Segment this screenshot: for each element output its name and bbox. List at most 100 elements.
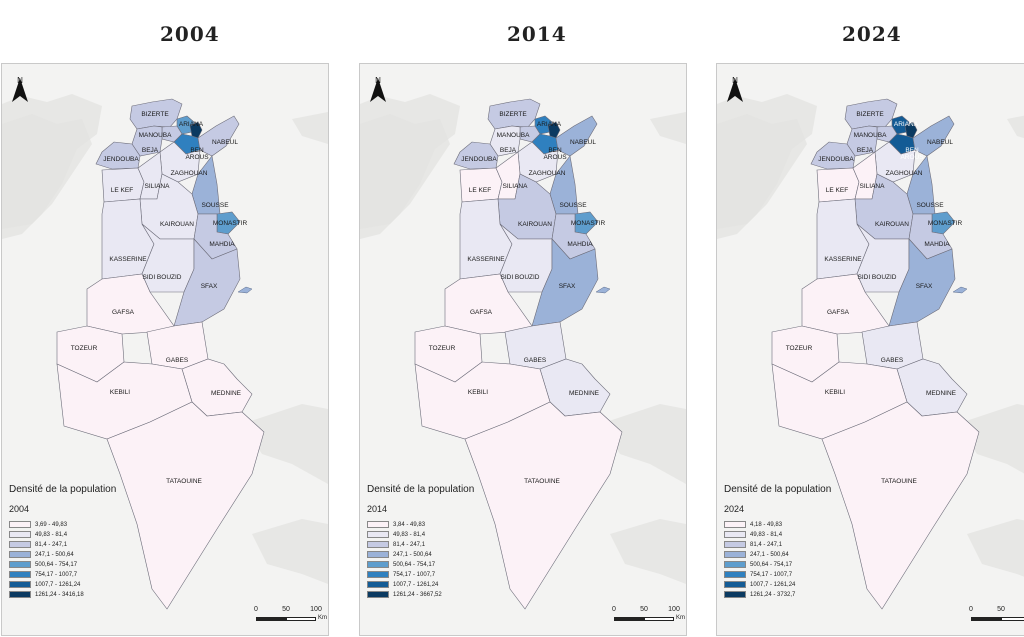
scale-label: 50 [282,606,290,613]
region-tunis [904,121,918,139]
scale-label: 50 [640,606,648,613]
legend-item: 1007,7 - 1261,24 [367,580,547,589]
region-label: SOUSSE [201,202,229,209]
legend-item: 1261,24 - 3667,52 [367,590,547,599]
region-label: KAIROUAN [518,221,552,228]
legend-item: 1261,24 - 3732,7 [724,590,904,599]
legend-label: 500,64 - 754,17 [750,561,793,568]
legend-label: 81,4 - 247,1 [35,541,68,548]
legend-label: 500,64 - 754,17 [393,561,436,568]
region-label: GAFSA [470,309,493,316]
year-title: 2024 [842,22,902,46]
legend-swatch [724,531,746,538]
region-nabeul [555,115,598,157]
region-nabeul [197,115,240,157]
region-label: BIZERTE [141,111,169,118]
region-label: NABEUL [927,139,953,146]
relief-shading [957,404,1024,474]
region-label: TOZEUR [71,345,98,352]
legend-swatch [367,521,389,528]
legend-label: 247,1 - 500,64 [393,551,432,558]
legend-swatch [724,571,746,578]
relief-shading [600,404,686,484]
scale-label: 50 [997,606,1005,613]
relief-shading [360,114,450,229]
map-panel-2004: BIZERTE ARIANA MANOUBA BEJA BEN AROUS NABEUL JE… [1,63,329,636]
scale-segment [286,617,316,621]
legend-label: 754,17 - 1007,7 [35,571,78,578]
region-label: GABES [166,357,189,364]
legend-swatch [367,591,389,598]
map-legend: Densité de la population 2004 3,69 - 49,83… [9,484,189,600]
region-le-kef [101,167,145,203]
region-label: BEJA [500,147,517,154]
region-label: ZAGHOUAN [529,170,566,177]
region-label: KAIROUAN [875,221,909,228]
region-label: TATAOUINE [166,478,202,485]
legend-year: 2014 [367,504,388,514]
relief-shading [242,404,328,484]
legend-title: Densité de la population [724,484,832,495]
scale-label: 100 [668,606,680,613]
legend-item: 1007,7 - 1261,24 [724,580,904,589]
legend-swatch [367,541,389,548]
legend-year: 2004 [9,504,30,514]
region-le-kef [459,167,503,203]
region-kebili [771,361,908,440]
region-bizerte [129,98,183,130]
scale-unit: Km [676,615,685,621]
legend-swatch [9,581,31,588]
legend-label: 754,17 - 1007,7 [393,571,436,578]
region-sfax [888,238,956,327]
region-label: KEBILI [110,389,130,396]
scale-segment [614,617,644,621]
region-label: SFAX [559,283,576,290]
legend-label: 1007,7 - 1261,24 [35,581,81,588]
legend-item: 1261,24 - 3416,18 [9,590,189,599]
region-tunis [547,121,561,139]
region-label: MANOUBA [139,132,173,139]
region-label: GAFSA [112,309,135,316]
legend-year: 2024 [724,504,745,514]
region-label: MANOUBA [497,132,531,139]
region-label: LE KEF [111,187,133,194]
legend-item: 500,64 - 754,17 [367,560,547,569]
kerkennah-islands [595,286,611,294]
legend-label: 247,1 - 500,64 [35,551,74,558]
legend-title: Densité de la population [9,484,117,495]
legend-label: 81,4 - 247,1 [750,541,783,548]
legend-label: 1007,7 - 1261,24 [750,581,796,588]
legend-item: 754,17 - 1007,7 [9,570,189,579]
region-tataouine [106,401,265,610]
scale-label: 100 [310,606,322,613]
scale-segment [971,617,1001,621]
region-label: MEDNINE [569,390,600,397]
legend-item: 500,64 - 754,17 [724,560,904,569]
scale-label: 0 [254,606,258,613]
region-label: SOUSSE [916,202,944,209]
legend-item: 247,1 - 500,64 [367,550,547,559]
legend-swatch [367,561,389,568]
legend-title: Densité de la population [367,484,475,495]
legend-swatch [9,571,31,578]
region-label: KEBILI [825,389,845,396]
legend-swatch [9,531,31,538]
scale-label: 0 [969,606,973,613]
region-label: ZAGHOUAN [171,170,208,177]
legend-label: 49,83 - 81,4 [393,531,426,538]
legend-item: 247,1 - 500,64 [724,550,904,559]
region-label: KEBILI [468,389,488,396]
region-label: BEN AROUS [543,147,567,161]
region-label: JENDOUBA [461,156,497,163]
year-title: 2004 [160,22,220,46]
legend-item: 49,83 - 81,4 [9,530,189,539]
region-label: SFAX [201,283,218,290]
region-label: NABEUL [212,139,238,146]
region-label: TATAOUINE [881,478,917,485]
region-label: TATAOUINE [524,478,560,485]
region-label: MANOUBA [854,132,888,139]
